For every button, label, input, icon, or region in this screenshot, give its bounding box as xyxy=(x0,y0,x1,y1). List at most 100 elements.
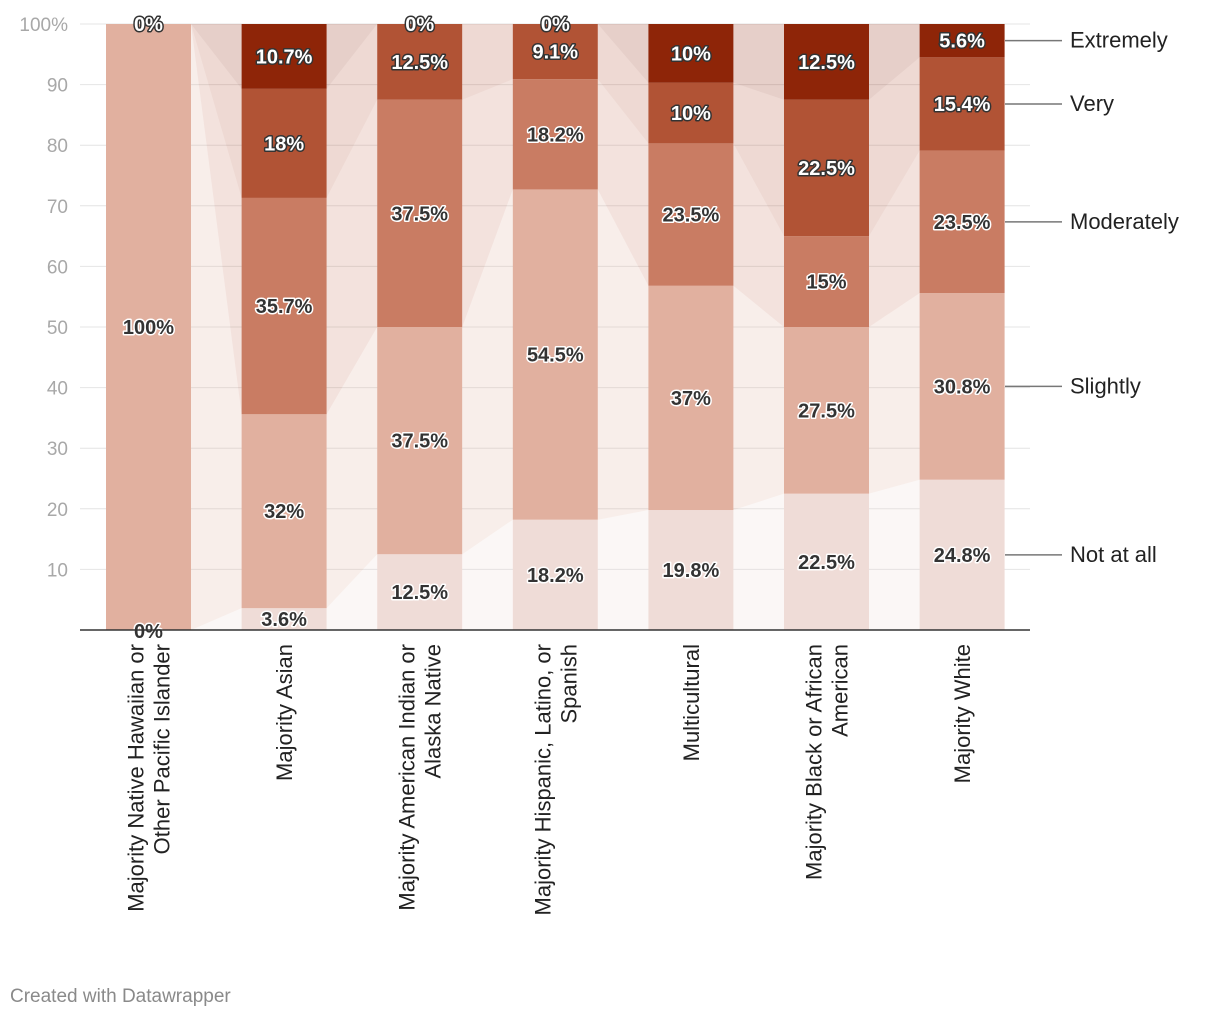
legend-label: Very xyxy=(1070,91,1114,116)
x-category-label-line: Majority Native Hawaiian or xyxy=(124,644,149,912)
connector-area xyxy=(191,24,242,198)
x-category-label-line: Majority Black or African xyxy=(802,644,827,880)
stacked-bar-chart: 100%9080706050403020100%100%0%3.6%32%35.… xyxy=(19,13,1178,916)
connector-area xyxy=(597,24,649,83)
bar-segment xyxy=(919,150,1005,294)
data-label: 22.5% xyxy=(798,552,855,574)
bar-segment xyxy=(241,608,327,630)
data-label: 27.5% xyxy=(798,400,855,422)
x-category-label-line: Majority Asian xyxy=(272,644,297,781)
connector-area xyxy=(191,24,242,415)
data-label: 3.6% xyxy=(261,609,307,631)
bar-segment xyxy=(784,99,869,237)
x-category-label: Majority Asian xyxy=(272,644,297,781)
x-category-label-line: Spanish xyxy=(556,644,581,724)
connector-area xyxy=(597,24,649,144)
bar-segment xyxy=(919,57,1005,151)
data-label: 10% xyxy=(671,43,711,65)
x-category-label-line: Majority White xyxy=(950,644,975,783)
x-category-label: Majority Native Hawaiian orOther Pacific… xyxy=(124,644,175,912)
data-label: 15% xyxy=(806,272,846,294)
x-category-label-line: Alaska Native xyxy=(421,644,446,779)
data-label: 37.5% xyxy=(391,203,448,225)
x-category-label-line: Majority Hispanic, Latino, or xyxy=(530,644,555,915)
connector-area xyxy=(733,493,784,630)
bar-segment xyxy=(377,99,463,327)
legend-label: Extremely xyxy=(1070,28,1168,53)
bar-segment xyxy=(784,24,869,100)
connector-area xyxy=(326,327,378,609)
y-tick-label: 70 xyxy=(47,197,68,218)
bar-segment xyxy=(377,327,463,555)
data-label: 23.5% xyxy=(934,212,991,234)
x-category-label-line: Majority American Indian or xyxy=(395,644,420,911)
data-label: 0% xyxy=(541,14,570,36)
data-label: 12.5% xyxy=(391,582,448,604)
connector-area xyxy=(462,189,513,555)
data-label: 22.5% xyxy=(798,158,855,180)
connector-area xyxy=(869,57,920,237)
bar-segment xyxy=(106,24,191,630)
connector-area xyxy=(462,79,513,328)
data-label: 54.5% xyxy=(527,345,584,367)
y-tick-label: 60 xyxy=(47,257,68,278)
bar-segment xyxy=(512,79,598,190)
connector-area xyxy=(733,285,784,511)
y-tick-label: 80 xyxy=(47,136,68,157)
x-category-label: Majority American Indian orAlaska Native xyxy=(395,644,446,911)
data-label: 19.8% xyxy=(663,560,720,582)
data-label: 5.6% xyxy=(939,31,985,53)
data-label: 0% xyxy=(134,621,163,643)
y-tick-label: 20 xyxy=(47,500,68,521)
data-label: 30.8% xyxy=(934,376,991,398)
data-label: 10% xyxy=(671,103,711,125)
bar-segment xyxy=(512,24,598,80)
connector-area xyxy=(869,293,920,494)
x-category-label: Majority Hispanic, Latino, orSpanish xyxy=(530,644,581,915)
connector-area xyxy=(733,82,784,237)
data-label: 9.1% xyxy=(533,42,579,64)
bar-segment xyxy=(648,143,734,286)
connector-area xyxy=(733,143,784,327)
data-label: 12.5% xyxy=(798,52,855,74)
bar-segment xyxy=(241,414,327,609)
x-category-label: Majority Black or AfricanAmerican xyxy=(802,644,853,880)
bar-segment xyxy=(648,82,734,144)
connector-area xyxy=(597,189,649,520)
data-label: 18.2% xyxy=(527,565,584,587)
connector-area xyxy=(462,24,513,100)
connector-area xyxy=(326,554,378,630)
data-label: 0% xyxy=(134,14,163,36)
data-label: 100% xyxy=(123,317,174,339)
y-tick-label: 90 xyxy=(47,76,68,97)
bar-segment xyxy=(648,24,734,83)
data-label: 32% xyxy=(264,501,304,523)
x-category-label-line: Other Pacific Islander xyxy=(150,644,175,854)
data-label: 24.8% xyxy=(934,545,991,567)
x-category-label-line: American xyxy=(828,644,853,737)
data-label: 18% xyxy=(264,133,304,155)
connector-area xyxy=(326,24,378,198)
data-label: 37.5% xyxy=(391,431,448,453)
connector-area xyxy=(869,479,920,630)
bar-segment xyxy=(784,327,869,494)
connector-area xyxy=(191,608,242,630)
credit-text: Created with Datawrapper xyxy=(10,986,231,1007)
data-label: 37% xyxy=(671,388,711,410)
y-tick-label: 100% xyxy=(19,15,68,36)
data-label: 23.5% xyxy=(663,205,720,227)
bar-segment xyxy=(241,88,327,198)
connector-area xyxy=(191,24,242,630)
data-label: 18.2% xyxy=(527,124,584,146)
bar-segment xyxy=(512,519,598,630)
data-label: 35.7% xyxy=(256,296,313,318)
connector-area xyxy=(869,24,920,100)
legend-label: Not at all xyxy=(1070,542,1157,567)
y-tick-label: 50 xyxy=(47,318,68,339)
bar-segment xyxy=(784,493,869,630)
y-tick-label: 30 xyxy=(47,439,68,460)
data-label: 0% xyxy=(405,14,434,36)
bar-segment xyxy=(377,554,463,630)
connector-area xyxy=(326,24,378,89)
bar-segment xyxy=(241,197,327,415)
